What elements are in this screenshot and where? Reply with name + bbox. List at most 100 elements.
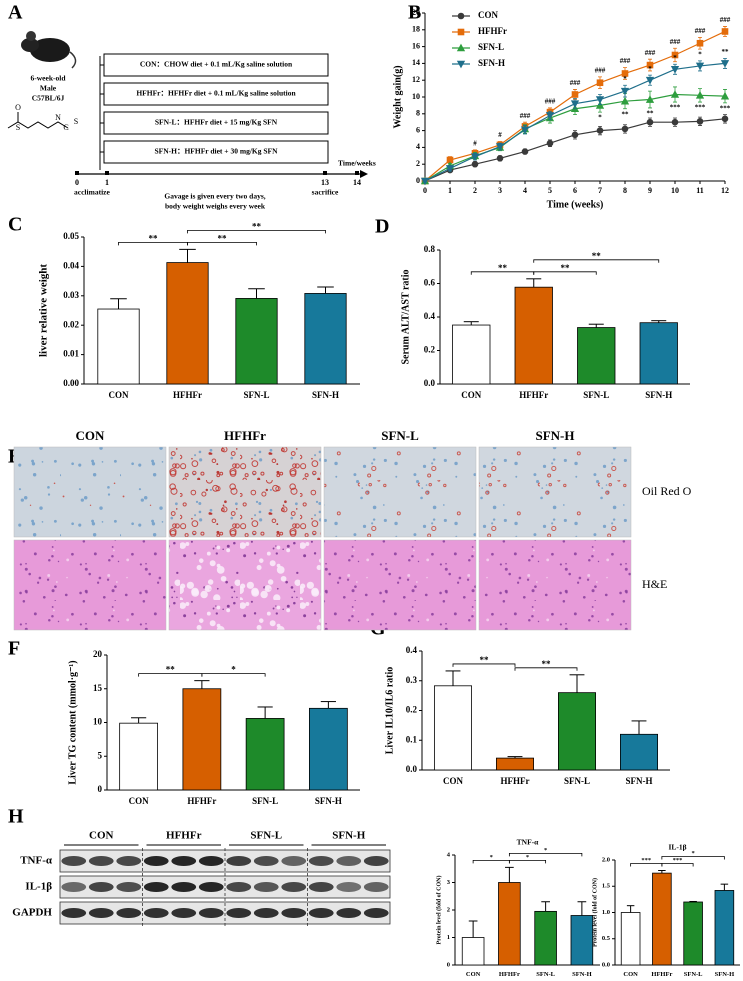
legend-marker bbox=[456, 60, 466, 69]
x-tick-label: SFN-L bbox=[564, 776, 590, 786]
mouse-icon bbox=[21, 31, 77, 69]
point bbox=[570, 100, 580, 109]
structure-atom: C bbox=[63, 123, 68, 132]
y-tick-label: 0.3 bbox=[406, 675, 418, 685]
x-axis-label: Time (weeks) bbox=[547, 199, 604, 210]
column-label: SFN-L bbox=[381, 428, 419, 443]
significance-label: ** bbox=[542, 659, 552, 669]
blot-band bbox=[336, 882, 362, 892]
y-tick-label: 0.4 bbox=[406, 645, 418, 655]
x-tick-label: 12 bbox=[721, 186, 729, 195]
point bbox=[596, 79, 604, 87]
panel-label: C bbox=[8, 214, 22, 236]
point bbox=[696, 39, 704, 47]
significance-annotation: ### bbox=[545, 98, 556, 106]
mouse-caption: 6-week-old bbox=[31, 74, 67, 83]
y-tick-label: 20 bbox=[93, 649, 103, 659]
timeline-tick bbox=[323, 171, 327, 175]
bar bbox=[452, 324, 491, 385]
chart-title: IL-1β bbox=[668, 843, 686, 852]
significance-label: * bbox=[544, 847, 547, 854]
legend-marker bbox=[457, 28, 465, 36]
micrograph bbox=[478, 539, 632, 631]
point bbox=[646, 61, 654, 69]
significance-label: ** bbox=[149, 233, 159, 243]
point bbox=[721, 28, 729, 35]
significance-annotation: * bbox=[623, 75, 627, 83]
significance-label: ** bbox=[480, 655, 490, 665]
y-axis-label: Protein level (fold of CON) bbox=[591, 878, 598, 947]
blot-group-label: CON bbox=[89, 830, 114, 842]
blot-band bbox=[198, 856, 224, 866]
bar bbox=[235, 298, 278, 385]
legend-label: CON bbox=[478, 10, 499, 20]
significance-annotation: *** bbox=[670, 104, 681, 112]
blot-band bbox=[198, 908, 224, 918]
mouse-caption: Male bbox=[40, 84, 57, 93]
significance-annotation: *** bbox=[720, 104, 731, 112]
x-tick-label: CON bbox=[623, 971, 638, 978]
bar bbox=[534, 910, 557, 966]
blot-group-label: SFN-L bbox=[250, 830, 282, 842]
y-tick-label: 0.00 bbox=[63, 378, 79, 388]
bar bbox=[683, 901, 703, 966]
y-tick-label: 1 bbox=[447, 934, 450, 941]
y-tick-label: 1.0 bbox=[602, 909, 610, 916]
point bbox=[670, 90, 680, 98]
blot-band bbox=[143, 856, 169, 866]
timeline-tick-label: 13 bbox=[321, 178, 329, 187]
panel-label: H bbox=[8, 806, 24, 828]
significance-label: * bbox=[692, 850, 695, 857]
significance-annotation: * bbox=[673, 54, 677, 62]
y-tick-label: 2 bbox=[416, 159, 420, 168]
y-tick-label: 8 bbox=[416, 109, 420, 118]
y-tick-label: 0.05 bbox=[63, 231, 79, 241]
panel-label: B bbox=[408, 2, 421, 24]
y-axis-label: Protein level (fold of CON) bbox=[435, 876, 442, 945]
x-tick-label: 8 bbox=[623, 186, 627, 195]
blot-band bbox=[308, 908, 334, 918]
blot-band bbox=[116, 908, 142, 918]
micrograph bbox=[168, 446, 322, 538]
chart-title: TNF-α bbox=[517, 838, 539, 847]
point bbox=[621, 125, 629, 133]
point bbox=[445, 165, 455, 173]
x-tick-label: SFN-H bbox=[572, 971, 592, 978]
significance-label: *** bbox=[673, 857, 683, 864]
point bbox=[520, 126, 530, 135]
sacrifice-label: sacrifice bbox=[312, 188, 339, 197]
panel-label: A bbox=[8, 2, 23, 24]
x-tick-label: 9 bbox=[648, 186, 652, 195]
significance-label: * bbox=[490, 854, 493, 861]
x-tick-label: SFN-L bbox=[243, 390, 269, 400]
significance-annotation: ** bbox=[647, 110, 655, 118]
y-axis-label: Liver TG content (mmol·g⁻¹) bbox=[67, 660, 78, 784]
x-tick-label: SFN-L bbox=[684, 971, 703, 978]
significance-annotation: * bbox=[598, 114, 602, 122]
y-tick-label: 0.8 bbox=[424, 244, 436, 254]
point bbox=[545, 112, 555, 120]
bar bbox=[570, 915, 594, 966]
structure-atom: S bbox=[16, 123, 20, 132]
structure-atom: S bbox=[74, 117, 78, 126]
x-tick-label: SFN-H bbox=[315, 796, 342, 806]
mouse-caption: C57BL/6J bbox=[32, 94, 65, 103]
point bbox=[645, 76, 655, 85]
timeline-tick-label: 14 bbox=[353, 178, 361, 187]
blot-band bbox=[363, 856, 389, 866]
y-tick-label: 5 bbox=[98, 750, 103, 760]
y-tick-label: 2.0 bbox=[602, 856, 610, 863]
timeline-tick bbox=[75, 171, 79, 175]
blot-band bbox=[253, 908, 279, 918]
y-axis-label: Serum ALT/AST ratio bbox=[400, 269, 411, 364]
point bbox=[471, 160, 479, 168]
bar bbox=[514, 286, 553, 385]
blot-band bbox=[116, 882, 142, 892]
timeline-note: body weight weighs every week bbox=[165, 202, 266, 211]
bar bbox=[119, 722, 159, 791]
blot-band bbox=[171, 856, 197, 866]
x-tick-label: HFHFr bbox=[651, 971, 672, 978]
blot-band bbox=[88, 908, 114, 918]
legend-marker bbox=[457, 12, 465, 20]
timeline-axis-label: Time/weeks bbox=[338, 159, 376, 168]
